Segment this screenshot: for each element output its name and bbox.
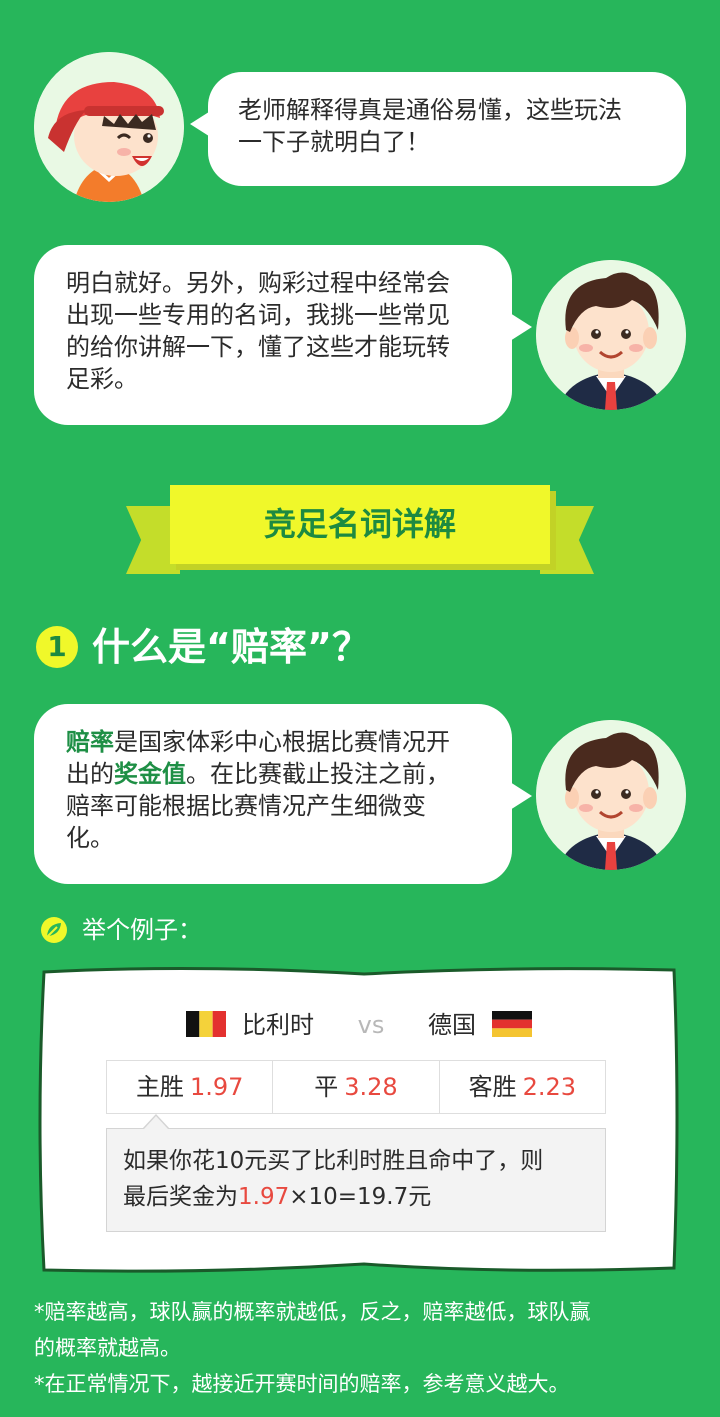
calc-odds-value: 1.97 [238,1184,290,1210]
teacher-line-1: 明白就好。另外，购彩过程中经常会 [66,269,450,297]
odds-table: 主胜 1.97 平 3.28 客胜 2.23 [106,1060,606,1114]
banner-title: 竞足名词详解 [263,505,456,543]
explain-line-3: 赔率可能根据比赛情况产生细微变 [66,792,426,820]
calc-suffix: ×10=19.7元 [289,1184,432,1210]
section-title: 什么是“赔率”？ [92,625,370,669]
odds-value: 1.97 [189,1073,244,1101]
example-label: 举个例子： [82,916,202,944]
odds-value: 2.23 [522,1073,577,1101]
germany-flag-icon [491,1011,532,1037]
example-card: 比利时 vs 德国 主胜 1.97 平 3.28 客胜 2.23 如果你花10元买了比… [34,962,684,1278]
term-prize: 奖金值 [114,760,186,788]
teacher-line-4: 足彩。 [66,365,138,393]
home-team: 比利时 [242,1011,314,1039]
explain-line-1: 赔率是国家体彩中心根据比赛情况开 [66,726,480,758]
student-avatar [34,52,184,202]
odds-label: 客胜 [468,1073,517,1101]
teacher-avatar-2 [536,720,686,870]
student-line-2: 一下子就明白了！ [238,128,430,156]
leaf-icon [41,917,67,943]
calc-line-1: 如果你花10元买了比利时胜且命中了，则 [123,1148,544,1174]
note-1-cont: 的概率就越高。 [34,1336,181,1360]
away-team: 德国 [428,1011,476,1039]
odds-label: 主胜 [135,1073,184,1101]
odds-draw: 平 3.28 [273,1061,440,1113]
explain-line-2: 出的奖金值。在比赛截止投注之前， [66,758,480,790]
calc-prefix: 最后奖金为 [123,1184,238,1210]
note-1: *赔率越高，球队赢的概率就越低，反之，赔率越低，球队赢 [34,1300,591,1324]
term-odds: 赔率 [66,728,114,756]
teacher-line-3: 的给你讲解一下，懂了这些才能玩转 [66,333,450,361]
odds-explanation-bubble: 赔率是国家体彩中心根据比赛情况开 出的奖金值。在比赛截止投注之前， 赔率可能根据… [34,704,532,884]
odds-away-win: 客胜 2.23 [440,1061,605,1113]
calc-pointer-inner [144,1116,168,1129]
explain-text-2a: 出的 [66,760,114,788]
explain-line-4: 化。 [66,824,114,852]
vs-label: vs [357,1011,385,1039]
section-number-badge: 1 [36,626,78,668]
calc-line-2: 最后奖金为1.97×10=19.7元 [123,1179,589,1215]
odds-label: 平 [314,1073,339,1101]
student-speech-bubble: 老师解释得真是通俗易懂，这些玩法 一下子就明白了！ [190,72,686,186]
calculation-box: 如果你花10元买了比利时胜且命中了，则 最后奖金为1.97×10=19.7元 [106,1128,606,1232]
explain-text-1: 是国家体彩中心根据比赛情况开 [114,728,450,756]
explain-text-2b: 。在比赛截止投注之前， [186,760,450,788]
odds-home-win: 主胜 1.97 [107,1061,274,1113]
teacher-speech-bubble: 明白就好。另外，购彩过程中经常会 出现一些专用的名词，我挑一些常见 的给你讲解一… [34,245,532,425]
match-row: 比利时 vs 德国 [34,1008,684,1042]
belgium-flag-icon [186,1011,227,1037]
teacher-line-2: 出现一些专用的名词，我挑一些常见 [66,301,450,329]
student-line-1: 老师解释得真是通俗易懂，这些玩法 [238,96,622,124]
note-2: *在正常情况下，越接近开赛时间的赔率，参考意义越大。 [34,1372,570,1396]
notes: *赔率越高，球队赢的概率就越低，反之，赔率越低，球队赢 的概率就越高。 *在正常… [34,1294,684,1402]
teacher-avatar [536,260,686,410]
section-banner: 竞足名词详解 [170,485,550,564]
odds-value: 3.28 [344,1073,398,1101]
